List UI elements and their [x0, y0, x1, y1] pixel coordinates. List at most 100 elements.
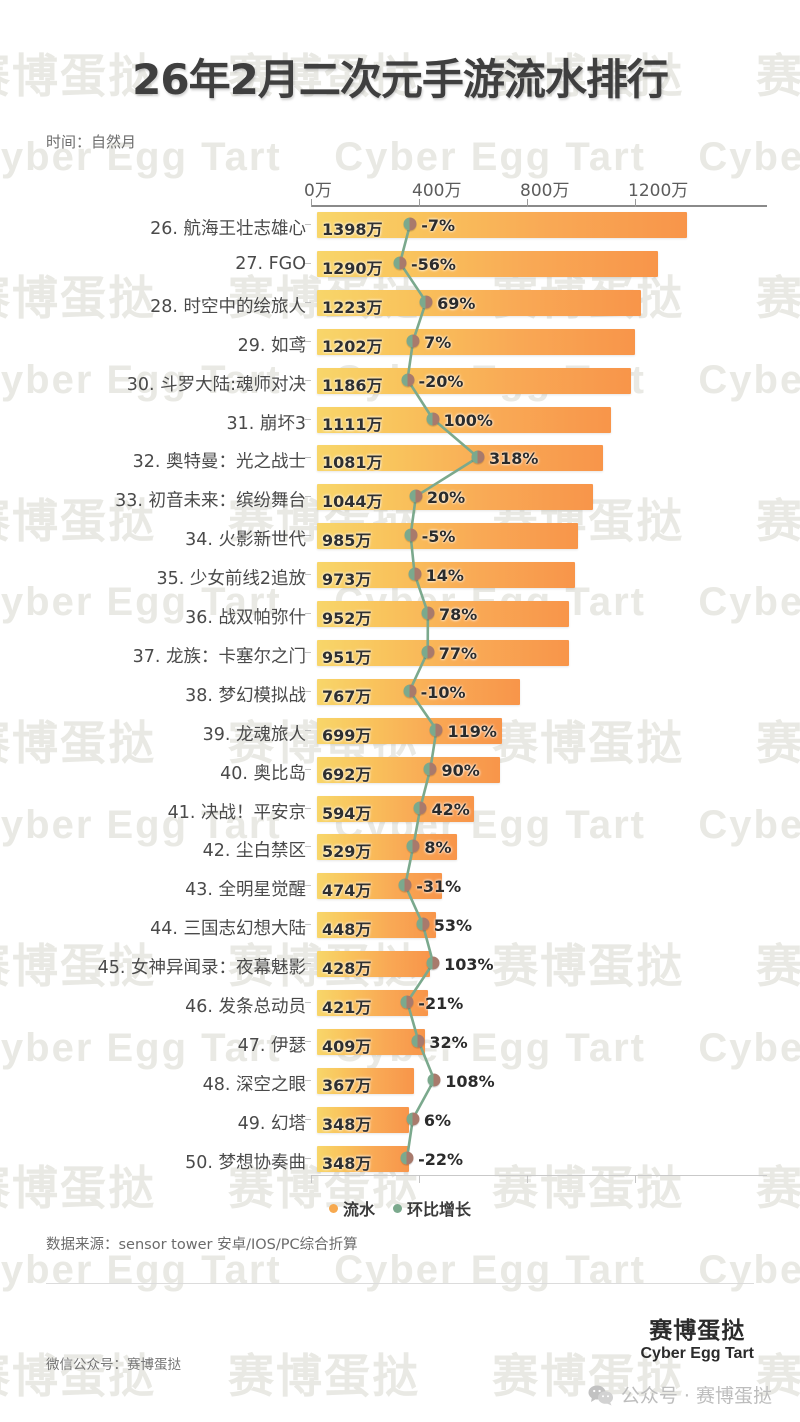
growth-marker	[406, 1112, 420, 1126]
growth-marker	[404, 528, 418, 542]
row-axis-tick	[305, 535, 311, 537]
row-category-label: 32. 奥特曼：光之战士	[132, 452, 306, 473]
growth-marker	[400, 1151, 414, 1165]
row-axis-tick	[305, 457, 311, 459]
growth-value-label: 32%	[429, 1032, 468, 1052]
legend-dot-icon	[328, 1203, 338, 1213]
growth-marker	[423, 762, 437, 776]
revenue-value-label: 594万	[322, 803, 372, 823]
revenue-value-label: 1398万	[322, 220, 383, 239]
growth-value-label: 119%	[447, 721, 497, 741]
revenue-bar	[317, 212, 688, 238]
growth-value-label: 69%	[437, 293, 476, 313]
growth-marker	[419, 295, 433, 309]
revenue-value-label: 767万	[322, 686, 372, 706]
growth-marker	[471, 450, 485, 464]
revenue-value-label: 1081万	[322, 453, 383, 473]
x-axis-tick-labels: 0万 400万 800万 1200万	[0, 176, 800, 201]
chart-row: 41. 决战！平安京 594万	[0, 791, 800, 830]
growth-value-label: 90%	[441, 760, 480, 780]
legend-label: 环比增长	[407, 1200, 472, 1219]
revenue-value-label: 428万	[322, 959, 372, 979]
row-category-label: 48. 深空之眼	[202, 1074, 306, 1095]
revenue-value-label: 474万	[322, 881, 372, 901]
row-axis-tick	[305, 1118, 311, 1120]
row-category-label: 35. 少女前线2追放	[156, 569, 306, 590]
brand-logo: 赛博蛋挞 Cyber Egg Tart	[641, 1318, 755, 1364]
chart-row: 34. 火影新世代 985万	[0, 518, 800, 557]
row-category-label: 27. FGO	[235, 253, 306, 274]
row-category-label: 39. 龙魂旅人	[202, 724, 306, 745]
row-category-label: 40. 奥比岛	[220, 763, 306, 784]
growth-value-label: -7%	[421, 216, 456, 235]
revenue-value-label: 348万	[322, 1153, 372, 1173]
revenue-value-label: 985万	[322, 531, 372, 551]
revenue-value-label: 1186万	[322, 375, 383, 395]
x-axis-tick-mark-bottom	[527, 1175, 528, 1183]
chart-row: 45. 女神异闻录：夜幕魅影 428万	[0, 946, 800, 985]
chart-row: 42. 尘白禁区 529万	[0, 829, 800, 868]
row-category-label: 26. 航海王壮志雄心	[150, 219, 306, 239]
chart-row: 38. 梦幻模拟战 767万	[0, 674, 800, 713]
row-axis-tick	[305, 846, 311, 848]
legend-item: 环比增长	[393, 1196, 471, 1220]
row-axis-tick	[305, 963, 311, 965]
chart-row: 44. 三国志幻想大陆 448万	[0, 907, 800, 946]
x-axis-tick-label: 400万	[412, 181, 462, 201]
row-category-label: 42. 尘白禁区	[202, 841, 306, 862]
row-category-label: 43. 全明星觉醒	[185, 880, 306, 901]
row-category-label: 36. 战双帕弥什	[185, 608, 306, 628]
growth-marker	[398, 878, 412, 892]
row-axis-tick	[305, 1040, 311, 1042]
growth-marker	[427, 1073, 441, 1087]
growth-value-label: -56%	[411, 254, 456, 274]
revenue-value-label: 529万	[322, 842, 372, 862]
growth-value-label: 6%	[423, 1110, 452, 1130]
revenue-value-label: 409万	[322, 1036, 372, 1056]
subtitle: 时间：自然月	[46, 133, 137, 151]
growth-marker	[408, 567, 422, 581]
row-axis-tick	[305, 768, 311, 770]
revenue-bar	[317, 1106, 410, 1133]
chart-row: 36. 战双帕弥什 952万	[0, 596, 800, 635]
revenue-value-label: 1202万	[322, 336, 383, 356]
wechat-badge-text: 公众号 · 赛博蛋挞	[620, 1385, 772, 1407]
growth-value-label: 14%	[425, 566, 464, 586]
wechat-icon	[588, 1385, 613, 1405]
row-category-label: 30. 斗罗大陆:魂师对决	[126, 374, 306, 395]
chart-legend: 流水 环比增长	[0, 1196, 800, 1220]
growth-marker	[400, 995, 414, 1009]
revenue-value-label: 951万	[322, 647, 372, 667]
x-axis-line	[311, 205, 767, 207]
chart-row: 48. 深空之眼 367万	[0, 1063, 800, 1102]
row-axis-tick	[305, 340, 311, 342]
growth-value-label: -10%	[420, 682, 466, 702]
chart-row: 40. 奥比岛 692万	[0, 752, 800, 791]
chart-row: 47. 伊瑟 409万	[0, 1024, 800, 1063]
row-axis-tick	[305, 224, 311, 225]
row-category-label: 31. 崩坏3	[226, 413, 306, 434]
growth-marker	[416, 917, 430, 931]
growth-value-label: 318%	[489, 449, 539, 469]
row-axis-tick	[305, 729, 311, 731]
growth-value-label: 7%	[424, 332, 452, 352]
chart-row: 27. FGO 1290万	[0, 246, 800, 285]
chart-row: 28. 时空中的绘旅人 1223万	[0, 285, 800, 324]
row-axis-tick	[305, 885, 311, 887]
x-axis-tick-label: 1200万	[628, 181, 689, 201]
source-note: 数据来源：sensor tower 安卓/IOS/PC综合折算	[46, 1237, 358, 1253]
row-category-label: 45. 女神异闻录：夜幕魅影	[97, 958, 306, 979]
growth-marker	[393, 256, 407, 270]
page-title: 26年2月二次元手游流水排行	[132, 55, 669, 104]
legend-item: 流水	[328, 1196, 375, 1220]
chart-row: 49. 幻塔 348万	[0, 1102, 800, 1141]
growth-value-label: 100%	[443, 410, 493, 430]
footer-divider	[46, 1283, 754, 1284]
revenue-value-label: 421万	[322, 998, 372, 1017]
revenue-value-label: 348万	[322, 1114, 372, 1134]
row-axis-tick	[305, 651, 311, 653]
revenue-value-label: 1111万	[322, 414, 383, 434]
growth-value-label: 20%	[426, 488, 466, 508]
growth-marker	[406, 334, 420, 348]
wechat-account-note: 微信公众号：赛博蛋挞	[46, 1357, 181, 1373]
